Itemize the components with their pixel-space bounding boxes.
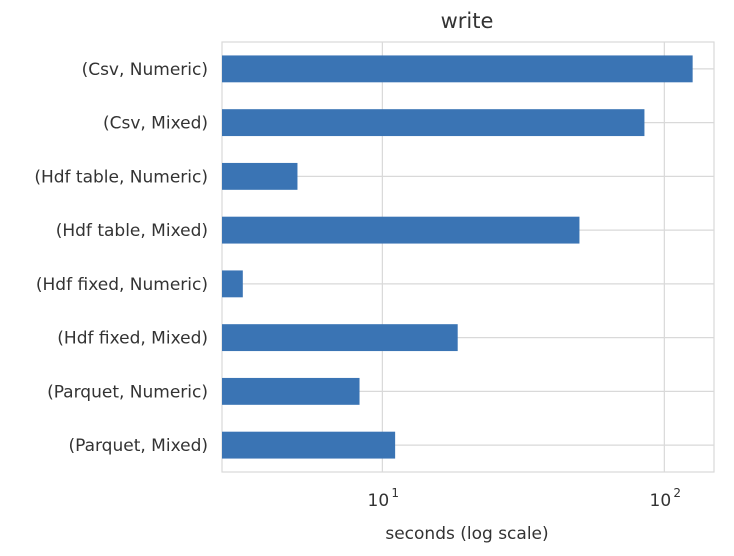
bar: [222, 162, 298, 190]
x-tick-exponent: 1: [391, 486, 399, 500]
bar: [222, 109, 645, 137]
plot-frame: [221, 41, 715, 473]
y-tick-label: (Csv, Mixed): [103, 114, 208, 134]
x-axis-ticks: 10 1 10 2: [368, 486, 681, 511]
y-tick-label: (Parquet, Numeric): [47, 382, 208, 402]
bar: [222, 55, 693, 83]
y-tick-label: (Hdf fixed, Numeric): [36, 275, 208, 295]
y-tick-label: (Hdf table, Mixed): [56, 221, 208, 241]
x-tick-label: 10 2: [650, 486, 681, 511]
bars: [222, 55, 693, 459]
x-tick-label: 10 1: [368, 486, 399, 511]
y-axis-labels: (Csv, Numeric) (Csv, Mixed) (Hdf table, Nu…: [34, 60, 208, 456]
y-tick-label: (Parquet, Mixed): [68, 436, 208, 456]
bar: [222, 270, 243, 298]
x-tick-base: 10: [368, 491, 390, 511]
x-axis-label: seconds (log scale): [385, 524, 548, 544]
chart-title: write: [441, 9, 494, 33]
x-tick-base: 10: [650, 491, 672, 511]
y-tick-label: (Csv, Numeric): [82, 60, 208, 80]
y-tick-label: (Hdf table, Numeric): [34, 167, 208, 187]
y-tick-label: (Hdf fixed, Mixed): [57, 329, 208, 349]
bar: [222, 431, 396, 459]
bar: [222, 324, 458, 352]
bar: [222, 216, 580, 244]
bar: [222, 377, 360, 405]
x-tick-exponent: 2: [673, 486, 681, 500]
grid: [222, 42, 714, 472]
